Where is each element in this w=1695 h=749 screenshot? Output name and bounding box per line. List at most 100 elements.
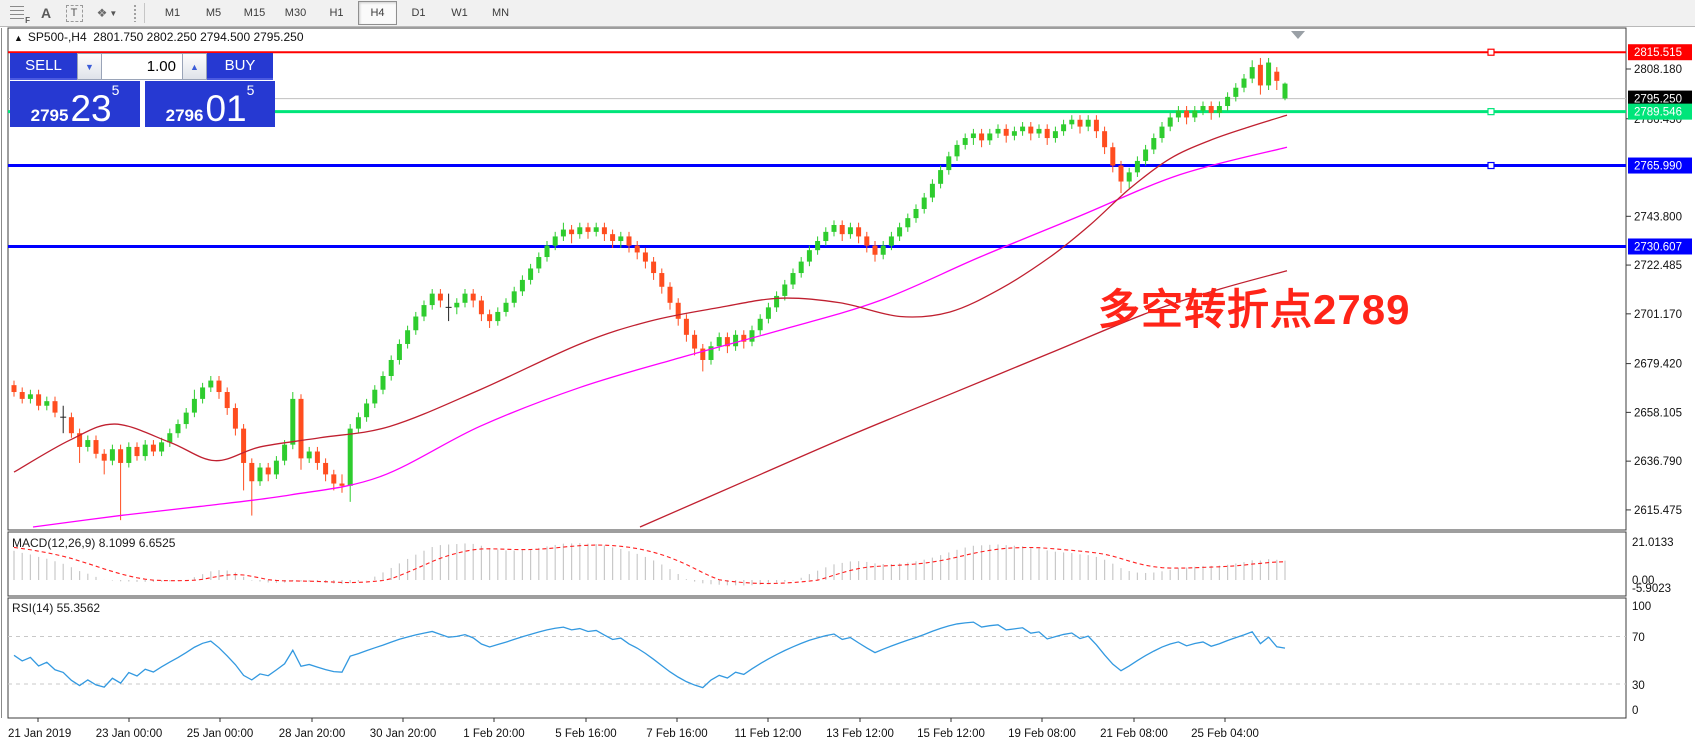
candle-body: [1011, 131, 1017, 136]
macd-signal-line: [13, 544, 1286, 585]
candle-body: [314, 451, 320, 463]
line-handles[interactable]: [1487, 48, 1495, 170]
candle-body: [626, 236, 632, 246]
price-axis-label: 2658.105: [1634, 407, 1682, 419]
candle-body: [142, 444, 148, 457]
candle-body: [462, 293, 468, 303]
sell-button[interactable]: SELL: [10, 53, 77, 80]
candle-body: [503, 302, 509, 312]
candle-body: [36, 394, 42, 406]
text-tool-icon[interactable]: A: [40, 5, 52, 21]
chart-shift-marker-icon[interactable]: [1291, 31, 1305, 39]
price-badge-label: 2789.546: [1634, 107, 1682, 119]
candle-body: [208, 380, 214, 388]
price-axis[interactable]: 2808.1802786.4302743.8002722.4852701.170…: [1626, 44, 1692, 717]
buy-price-display[interactable]: 2796 01 5: [145, 81, 275, 127]
candle-body: [806, 250, 812, 262]
volume-increase-button[interactable]: ▲: [182, 53, 207, 80]
symbol-arrow-icon[interactable]: ▲: [14, 33, 23, 43]
candle-body: [831, 224, 837, 232]
candle-body: [298, 398, 304, 459]
price-axis-label: 2743.800: [1634, 211, 1682, 223]
candle-body: [183, 412, 189, 425]
green-badge: [1628, 103, 1692, 120]
rsi-axis-label: 70: [1632, 632, 1645, 644]
candle-body: [1266, 62, 1272, 86]
timeframe-button-m1[interactable]: M1: [164, 7, 181, 19]
line-handle[interactable]: [1487, 108, 1495, 116]
candle-body: [159, 442, 165, 452]
candle-body: [1151, 138, 1157, 150]
candle-body: [979, 133, 985, 141]
time-axis[interactable]: 21 Jan 2019 23 Jan 00:00 25 Jan 00:00 28 Ja…: [8, 718, 1259, 740]
candle-body: [847, 227, 853, 235]
candle-body: [388, 359, 394, 377]
candle-body: [741, 334, 747, 342]
time-axis-label: 21 Jan 2019: [8, 728, 71, 740]
timeframe-toolbar: M1 M5 M15 M30 H1 H4 D1 W1 MN: [148, 0, 525, 26]
candle-body: [323, 462, 329, 475]
timeframe-button-h1[interactable]: H1: [329, 7, 344, 19]
timeframe-button-mn[interactable]: MN: [491, 7, 510, 19]
candle-body: [888, 236, 894, 246]
timeframe-button-h4[interactable]: H4: [358, 1, 397, 25]
rsi-axis-label: 0: [1632, 705, 1638, 717]
candle-body: [1257, 64, 1263, 86]
toolbar-grip[interactable]: [133, 4, 138, 22]
volume-decrease-button[interactable]: ▼: [77, 53, 102, 80]
candle-body: [364, 403, 370, 418]
time-axis-label: 15 Feb 12:00: [917, 728, 985, 740]
candle-body: [897, 227, 903, 237]
time-axis-label: 25 Feb 04:00: [1191, 728, 1259, 740]
sell-price-display[interactable]: 2795 23 5: [10, 81, 140, 127]
shapes-tool-icon[interactable]: ❖ ▼: [88, 2, 126, 24]
candle-body: [708, 346, 714, 360]
candle-body: [921, 197, 927, 209]
candle-body: [1282, 83, 1288, 99]
candle-body: [593, 227, 599, 232]
buy-button[interactable]: BUY: [207, 53, 273, 80]
candle-body: [101, 453, 107, 461]
time-axis-label: 11 Feb 12:00: [735, 728, 802, 740]
candle-body: [1093, 119, 1099, 132]
candle-body: [495, 311, 501, 322]
candle-body: [232, 408, 238, 429]
drawing-tools-group: A T ❖ ▼: [0, 0, 130, 26]
price-axis-label: 2679.420: [1634, 359, 1682, 371]
candle-body: [610, 234, 616, 242]
macd-indicator: [13, 543, 1286, 586]
timeframe-button-d1[interactable]: D1: [411, 7, 426, 19]
candle-body: [1175, 110, 1181, 118]
line-handle[interactable]: [1487, 48, 1495, 56]
buy-price-big: 01: [205, 87, 247, 129]
volume-input[interactable]: [102, 53, 182, 80]
candle-body: [798, 261, 804, 274]
candle-body: [372, 389, 378, 404]
indicators-grid-icon[interactable]: [4, 2, 32, 25]
candle-body: [257, 467, 263, 482]
price-axis-label: 2808.180: [1634, 64, 1682, 76]
timeframe-button-m30[interactable]: M30: [284, 7, 307, 19]
candle-body: [839, 224, 845, 235]
candle-body: [470, 293, 476, 301]
timeframe-button-m5[interactable]: M5: [205, 7, 222, 19]
buy-price-sup: 5: [246, 82, 255, 98]
candles-layer[interactable]: [11, 57, 1288, 521]
candle-body: [175, 424, 181, 434]
line-handle[interactable]: [1487, 161, 1495, 170]
time-axis-label: 30 Jan 20:00: [370, 728, 437, 740]
timeframe-button-m15[interactable]: M15: [243, 7, 266, 19]
candle-body: [1167, 117, 1173, 127]
candle-body: [1159, 126, 1165, 139]
macd-axis-label: 21.0133: [1632, 537, 1674, 549]
candle-body: [864, 236, 870, 246]
timeframe-button-w1[interactable]: W1: [451, 7, 468, 19]
candle-body: [1077, 119, 1083, 127]
label-tool-icon[interactable]: T: [60, 2, 88, 24]
candle-body: [962, 138, 968, 145]
candle-body: [1143, 149, 1149, 161]
candle-body: [1036, 128, 1042, 134]
candle-body: [987, 133, 993, 141]
chart-annotation-text[interactable]: 多空转折点2789: [1098, 286, 1411, 333]
